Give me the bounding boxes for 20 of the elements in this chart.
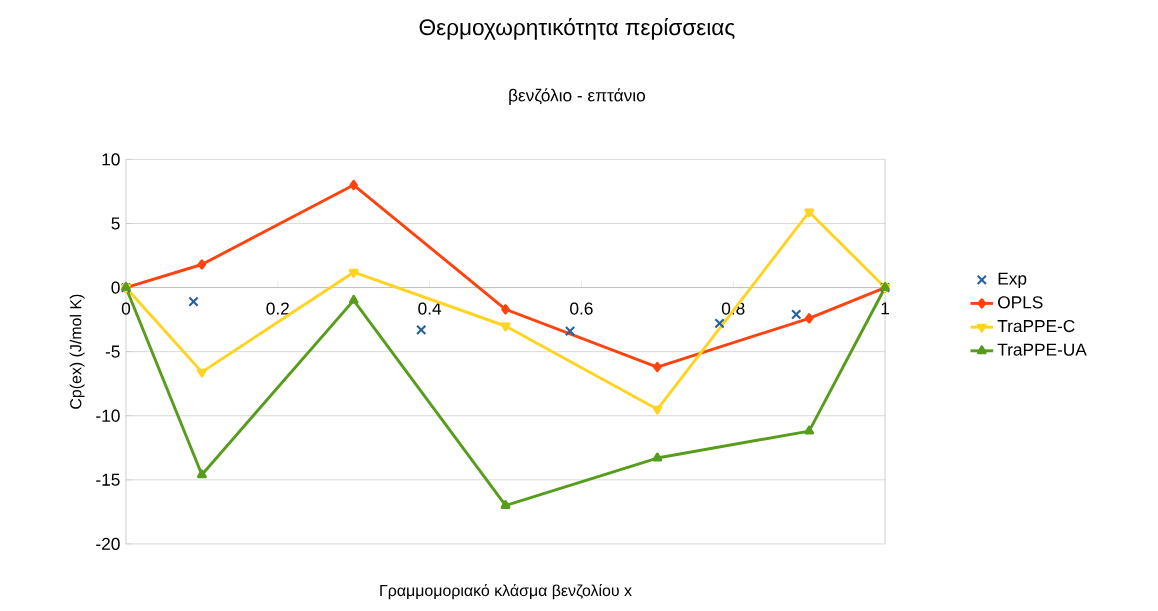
- x-tick-label: 1: [881, 302, 890, 315]
- chart-subtitle: βενζόλιο - επτάνιο: [509, 88, 645, 106]
- x-tick-label: 0.4: [418, 302, 442, 315]
- x-axis-title: Γραμμομοριακό κλάσμα βενζολίου x: [380, 584, 632, 600]
- x-tick-label: 0: [121, 302, 131, 315]
- legend-label: TraPPE-C: [997, 320, 1075, 333]
- x-tick-label: 0.6: [570, 302, 593, 315]
- chart-title: Θερμοχωρητικότητα περίσσειας: [419, 18, 735, 40]
- y-tick-label: 0: [111, 281, 120, 294]
- y-tick-label: -15: [96, 473, 120, 486]
- legend-label: Exp: [998, 272, 1027, 289]
- y-tick-label: -10: [96, 409, 120, 423]
- y-tick-label: 5: [111, 217, 120, 230]
- y-axis-title: Cp(ex) (J/mol K): [69, 294, 85, 409]
- legend-label: TraPPE-UA: [997, 343, 1087, 356]
- y-tick-label: -5: [105, 345, 120, 358]
- y-tick-label: -20: [96, 537, 120, 551]
- x-tick-label: 0.2: [266, 302, 289, 315]
- y-tick-label: 10: [102, 153, 120, 166]
- legend-label: OPLS: [998, 296, 1043, 309]
